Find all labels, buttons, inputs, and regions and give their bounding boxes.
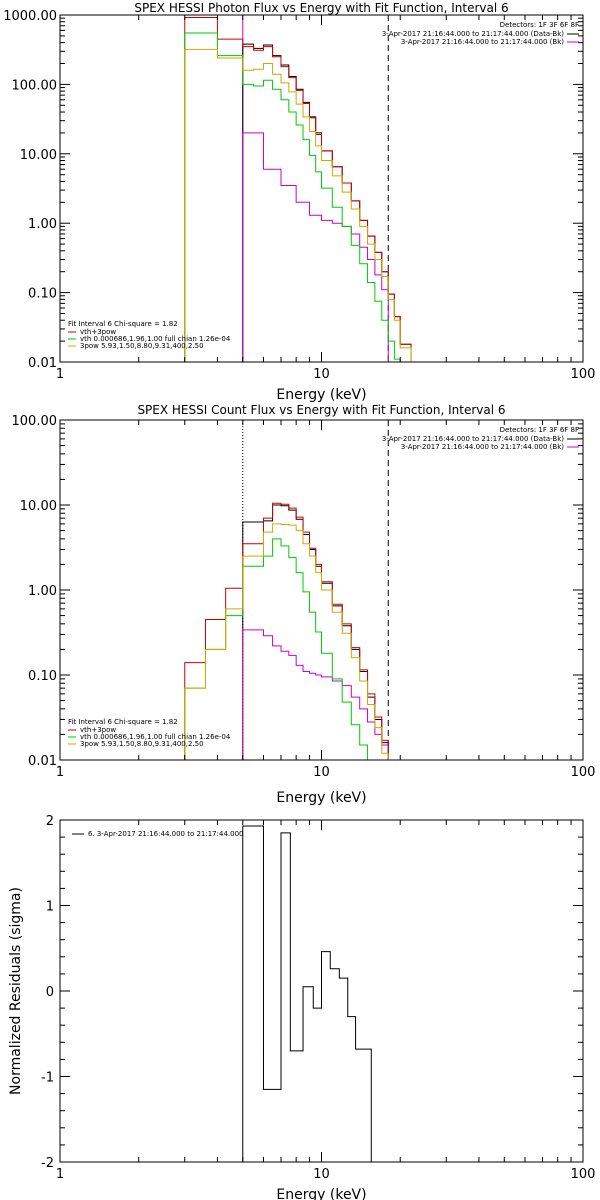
series-line-1: [242, 43, 412, 362]
x-tick-label: 10: [313, 1167, 330, 1182]
y-tick-label: -2: [41, 1156, 54, 1171]
legend-entry: vth+3pow: [80, 328, 116, 336]
legend-entry: 3pow 5.93,1.50,8.80,9.31,400,2.50: [80, 342, 204, 350]
chart-title-2: SPEX HESSI Count Flux vs Energy with Fit…: [137, 403, 505, 417]
y-axis-label: Normalized Residuals (sigma): [8, 887, 24, 1095]
x-tick-label: 10: [313, 765, 330, 780]
y-tick-label: 1: [46, 900, 54, 915]
series-line-3: [184, 502, 389, 760]
legend-entry: 3-Apr-2017 21:16:44.000 to 21:17:44.000 …: [401, 443, 564, 451]
series-line-1: [242, 504, 389, 760]
x-axis-label: Energy (keV): [276, 387, 366, 403]
legend-entry: vth 0.000686,1.96,1.00 full chian 1.26e-…: [80, 335, 231, 343]
legend-entry: vth 0.000686,1.96,1.00 full chian 1.26e-…: [80, 733, 231, 741]
legend-fit-header: Fit Interval 6 Chi-square = 1.82: [68, 718, 178, 726]
series-line-1: [242, 825, 389, 1162]
y-tick-label: 0: [46, 985, 54, 1000]
legend-entry: 3-Apr-2017 21:16:44.000 to 21:17:44.000 …: [382, 30, 564, 38]
x-tick-label: 1: [56, 367, 64, 382]
y-tick-label: 10.00: [20, 499, 57, 514]
legend-detectors: Detectors: 1F 3F 6F 8F: [500, 21, 579, 29]
y-tick-label: 2: [46, 814, 54, 829]
y-tick-label: 100.00: [12, 78, 58, 93]
series-line-2: [242, 132, 389, 362]
series-line-4: [184, 32, 412, 362]
chart-title-1: SPEX HESSI Photon Flux vs Energy with Fi…: [134, 1, 508, 15]
y-tick-label: 1.00: [28, 217, 57, 232]
series-line-2: [242, 629, 389, 760]
x-tick-label: 100: [571, 1167, 596, 1182]
y-tick-label: 1000.00: [3, 9, 57, 24]
x-tick-label: 100: [571, 367, 596, 382]
legend-entry: 6. 3-Apr-2017 21:16:44.000 to 21:17:44.0…: [88, 830, 243, 838]
y-tick-label: 0.01: [28, 356, 57, 371]
x-tick-label: 10: [313, 367, 330, 382]
legend-entry: 3-Apr-2017 21:16:44.000 to 21:17:44.000 …: [401, 38, 564, 46]
y-tick-label: -1: [41, 1071, 54, 1086]
x-axis-label: Energy (keV): [276, 1187, 366, 1200]
legend-fit-header: Fit Interval 6 Chi-square = 1.82: [68, 320, 178, 328]
series-line-5: [184, 523, 389, 760]
legend-detectors: Detectors: 1F 3F 6F 8F: [500, 426, 579, 434]
y-tick-label: 0.01: [28, 754, 57, 769]
y-tick-label: 0.10: [28, 669, 57, 684]
x-tick-label: 1: [56, 765, 64, 780]
x-tick-label: 1: [56, 1167, 64, 1182]
legend-entry: vth+3pow: [80, 726, 116, 734]
legend-entry: 3-Apr-2017 21:16:44.000 to 21:17:44.000 …: [382, 435, 564, 443]
x-tick-label: 100: [571, 765, 596, 780]
y-tick-label: 100.00: [12, 414, 58, 429]
y-tick-label: 1.00: [28, 584, 57, 599]
legend-entry: 3pow 5.93,1.50,8.80,9.31,400,2.50: [80, 740, 204, 748]
y-tick-label: 0.10: [28, 287, 57, 302]
series-line-3: [184, 17, 412, 362]
y-tick-label: 10.00: [20, 148, 57, 163]
series-line-5: [184, 48, 412, 362]
x-axis-label: Energy (keV): [276, 790, 366, 806]
